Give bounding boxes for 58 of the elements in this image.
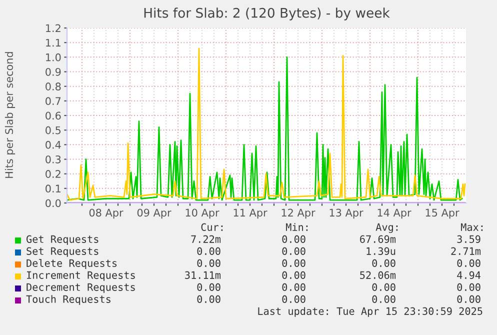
text: 0.00 bbox=[197, 283, 220, 291]
text: 0.00 bbox=[457, 295, 480, 303]
x-tick-label: 10 Apr bbox=[186, 208, 220, 219]
text: Last update: Tue Apr 15 23:30:59 2025 bbox=[258, 307, 482, 317]
text: 67.69m bbox=[360, 235, 396, 243]
x-tick-label: 09 Apr bbox=[137, 208, 172, 219]
legend-label: Get Requests bbox=[26, 235, 98, 245]
y-tick-label: 0.6 bbox=[46, 112, 61, 120]
text: 7.22m bbox=[191, 235, 221, 243]
text: 4.94 bbox=[457, 271, 481, 279]
text: 0.00 bbox=[197, 247, 220, 255]
text: 0.00 bbox=[457, 283, 480, 291]
legend-label: Set Requests bbox=[26, 247, 98, 257]
legend-label: Touch Requests bbox=[26, 295, 110, 305]
text: 0.00 bbox=[282, 271, 306, 279]
y-tick-label: 0.7 bbox=[46, 97, 61, 106]
text: 1.39u bbox=[366, 247, 396, 255]
legend-label: Increment Requests bbox=[26, 271, 135, 281]
text: 0.00 bbox=[372, 295, 396, 303]
legend-label: Decrement Requests bbox=[26, 283, 135, 293]
x-tick-label: 14 Apr bbox=[378, 208, 412, 219]
y-tick-label: 1.2 bbox=[46, 24, 60, 32]
y-tick-label: 0.1 bbox=[46, 184, 60, 193]
text: 0.00 bbox=[372, 259, 396, 267]
text: 0.00 bbox=[282, 235, 306, 243]
legend-label: Delete Requests bbox=[26, 259, 117, 269]
text: 3.59 bbox=[457, 235, 480, 243]
chart-title: Hits for Slab: 2 (120 Bytes) - by week bbox=[144, 8, 390, 20]
x-tick-label: 08 Apr bbox=[89, 208, 124, 219]
y-axis-title: Hits per Slab per second bbox=[4, 52, 16, 178]
text: 0.00 bbox=[282, 295, 306, 303]
text: 0.00 bbox=[197, 295, 220, 303]
text: 0.00 bbox=[372, 283, 396, 291]
y-tick-label: 0.8 bbox=[46, 82, 61, 90]
text: Min: bbox=[286, 223, 308, 231]
text: 0.00 bbox=[282, 247, 306, 255]
text: 0.00 bbox=[282, 283, 306, 291]
text: Max: bbox=[461, 223, 483, 231]
text: 52.06m bbox=[360, 271, 396, 279]
text: 31.11m bbox=[185, 271, 221, 279]
y-tick-label: 1.0 bbox=[46, 53, 61, 62]
y-tick-label: 0.4 bbox=[46, 140, 61, 149]
text: 0.00 bbox=[197, 259, 220, 267]
text: 0.00 bbox=[282, 259, 306, 267]
y-tick-label: 0.2 bbox=[46, 170, 60, 178]
x-tick-label: 13 Apr bbox=[330, 208, 364, 219]
y-tick-label: 0.3 bbox=[46, 155, 61, 164]
x-tick-label: 15 Apr bbox=[426, 208, 460, 219]
x-tick-label: 11 Apr bbox=[234, 208, 268, 219]
text: Cur: bbox=[201, 223, 223, 231]
y-tick-label: 0.9 bbox=[46, 68, 61, 76]
text: 2.71m bbox=[451, 247, 481, 255]
text: 0.00 bbox=[457, 259, 480, 267]
text: Avg: bbox=[376, 223, 398, 233]
x-tick-label: 12 Apr bbox=[282, 208, 316, 219]
y-tick-label: 0.0 bbox=[46, 199, 61, 208]
y-tick-label: 0.5 bbox=[46, 126, 61, 134]
y-tick-label: 1.1 bbox=[46, 38, 60, 47]
